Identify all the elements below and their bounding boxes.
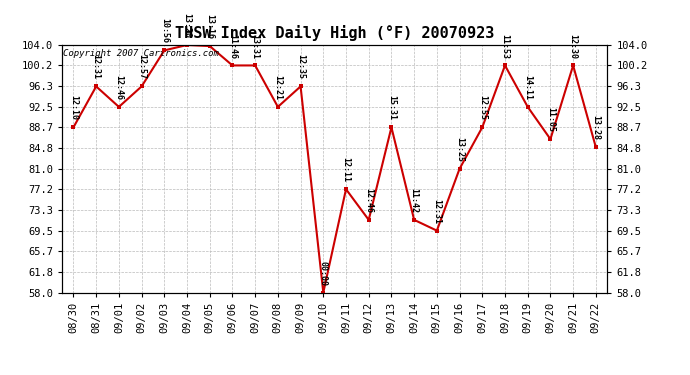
Text: 12:46: 12:46 [364, 188, 373, 213]
Text: 12:57: 12:57 [137, 54, 146, 80]
Text: 10:56: 10:56 [160, 18, 169, 44]
Text: 11:05: 11:05 [546, 107, 555, 132]
Text: 11:42: 11:42 [410, 188, 419, 213]
Text: 14:11: 14:11 [523, 75, 532, 100]
Title: THSW Index Daily High (°F) 20070923: THSW Index Daily High (°F) 20070923 [175, 25, 494, 41]
Text: 12:46: 12:46 [115, 75, 124, 100]
Text: 15:31: 15:31 [387, 95, 396, 120]
Text: 12:31: 12:31 [92, 54, 101, 80]
Text: 12:11: 12:11 [342, 157, 351, 182]
Text: 13:28: 13:28 [591, 115, 600, 140]
Text: 12:55: 12:55 [477, 95, 486, 120]
Text: 13:31: 13:31 [250, 33, 259, 58]
Text: 12:35: 12:35 [296, 54, 305, 80]
Text: 13:16: 13:16 [205, 14, 214, 39]
Text: 13:20: 13:20 [183, 13, 192, 38]
Text: 12:10: 12:10 [69, 95, 78, 120]
Text: 12:31: 12:31 [433, 199, 442, 223]
Text: 11:46: 11:46 [228, 33, 237, 58]
Text: 12:21: 12:21 [273, 75, 282, 100]
Text: 13:25: 13:25 [455, 137, 464, 162]
Text: 11:53: 11:53 [500, 33, 509, 58]
Text: Copyright 2007 Cartronics.com: Copyright 2007 Cartronics.com [63, 49, 219, 58]
Text: 00:00: 00:00 [319, 261, 328, 285]
Text: 12:30: 12:30 [569, 33, 578, 58]
